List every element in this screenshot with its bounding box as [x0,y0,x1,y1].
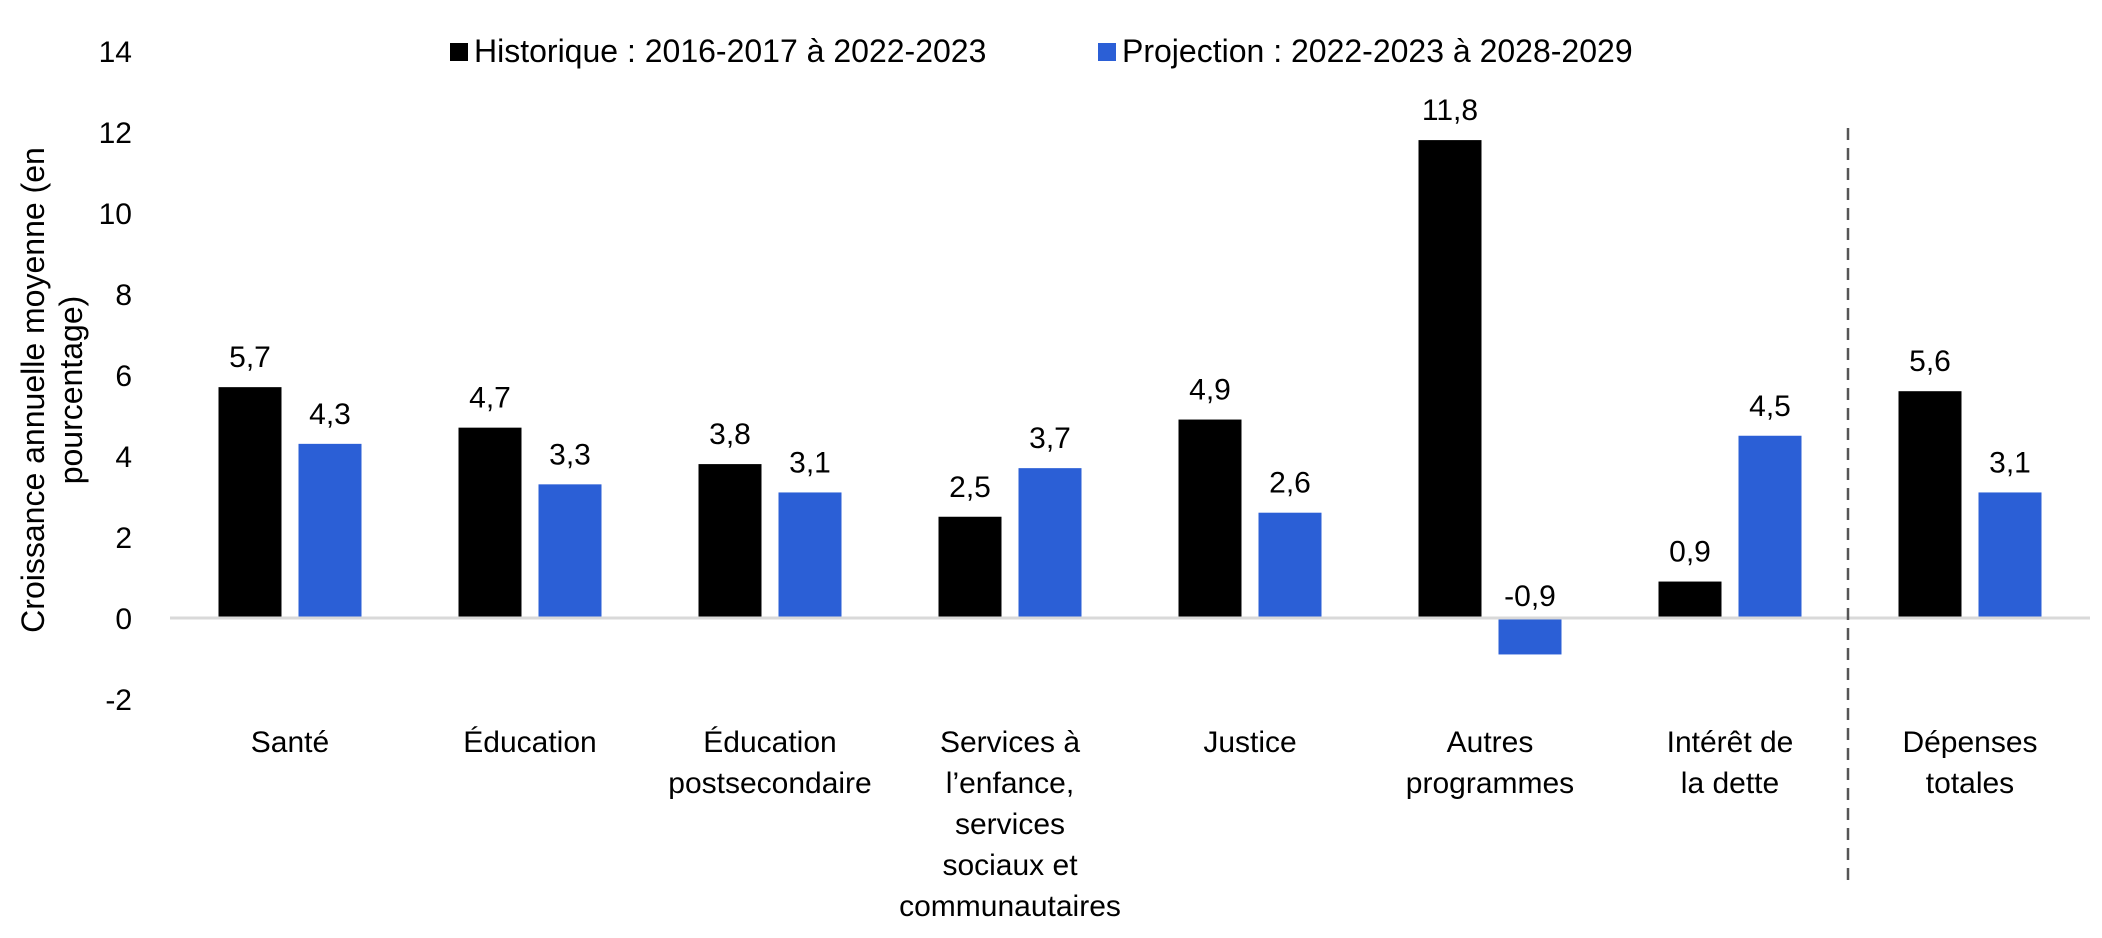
bar-value-label: 4,7 [469,382,511,415]
category-label: Justice [1203,726,1296,759]
category-label-line: Dépenses [1902,726,2037,759]
category-label-line: Intérêt de [1667,726,1794,759]
y-axis-title-line: Croissance annuelle moyenne (en [15,147,51,633]
category-label: Éducation postsecondaire [668,726,871,800]
bar [778,492,842,618]
bar [1178,419,1242,618]
category-label-line: services [955,808,1065,841]
bar [1898,391,1962,618]
bars [218,140,2042,655]
bar-value-label: -0,9 [1504,580,1556,613]
bar [1738,435,1802,618]
bar-value-label: 4,9 [1189,374,1231,407]
category-label-line: postsecondaire [668,767,871,800]
bar [1658,581,1722,618]
bar-value-label: 5,7 [229,341,271,374]
y-axis-title-line: pourcentage) [53,296,89,485]
bar [698,464,762,618]
bar [218,387,282,618]
bar [458,427,522,618]
category-label: Intérêt de la dette [1667,726,1794,800]
y-axis-ticks: -2 0 2 4 6 8 10 12 14 [99,36,132,717]
category-label-line: l’enfance, [946,767,1074,800]
y-axis-title: Croissance annuelle moyenne (en pourcenta… [15,147,89,633]
bar [1418,140,1482,618]
category-label-line: sociaux et [942,849,1078,882]
legend-swatch [1098,43,1116,61]
category-label-line: Services à [940,726,1080,759]
y-tick-label: 8 [115,279,132,312]
y-tick-label: 12 [99,117,132,150]
bar-value-label: 2,6 [1269,467,1311,500]
bar-value-label: 4,5 [1749,390,1791,423]
bar-value-label: 4,3 [309,398,351,431]
category-label: Santé [251,726,329,759]
y-tick-label: 14 [99,36,132,69]
category-label-line: Éducation [463,726,596,759]
category-label-line: Autres [1447,726,1534,759]
legend-label: Projection : 2022-2023 à 2028-2029 [1122,33,1633,69]
category-label: Éducation [463,726,596,759]
category-label-line: totales [1926,767,2014,800]
bar [298,443,362,618]
category-labels: Santé Éducation Éducation postsecondaire Ser… [251,726,2038,923]
legend-swatch [450,43,468,61]
bar-value-label: 5,6 [1909,345,1951,378]
y-tick-label: 4 [115,441,132,474]
category-label: Services à l’enfance, services sociaux et co… [899,726,1121,923]
category-label-line: Santé [251,726,329,759]
bar [1258,512,1322,618]
bar-value-label: 3,1 [1989,446,2031,479]
category-label-line: la dette [1681,767,1779,800]
category-label-line: Justice [1203,726,1296,759]
y-tick-label: 0 [115,603,132,636]
y-tick-label: 2 [115,522,132,555]
bar-value-label: 11,8 [1422,94,1478,127]
bar-value-label: 3,7 [1029,422,1071,455]
bar-value-label: 3,8 [709,418,751,451]
bar-value-label: 2,5 [949,471,991,504]
category-label: Dépenses totales [1902,726,2037,800]
category-label-line: programmes [1406,767,1574,800]
y-tick-label: -2 [105,684,132,717]
legend: Historique : 2016-2017 à 2022-2023 Projec… [450,33,1633,69]
category-label-line: Éducation [703,726,836,759]
bar [538,484,602,618]
bar [1498,618,1562,655]
legend-label: Historique : 2016-2017 à 2022-2023 [474,33,986,69]
bar-value-label: 3,3 [549,438,591,471]
data-labels: 5,7 4,3 4,7 3,3 3,8 3,1 2,5 3,7 4,9 2,6 11,8 -0,9 0,… [229,94,2031,613]
y-tick-label: 6 [115,360,132,393]
bar-value-label: 3,1 [789,446,831,479]
bar [1978,492,2042,618]
bar-value-label: 0,9 [1669,536,1711,569]
category-label: Autres programmes [1406,726,1574,800]
bar [1018,468,1082,618]
bar [938,516,1002,618]
y-tick-label: 10 [99,198,132,231]
category-label-line: communautaires [899,890,1121,923]
